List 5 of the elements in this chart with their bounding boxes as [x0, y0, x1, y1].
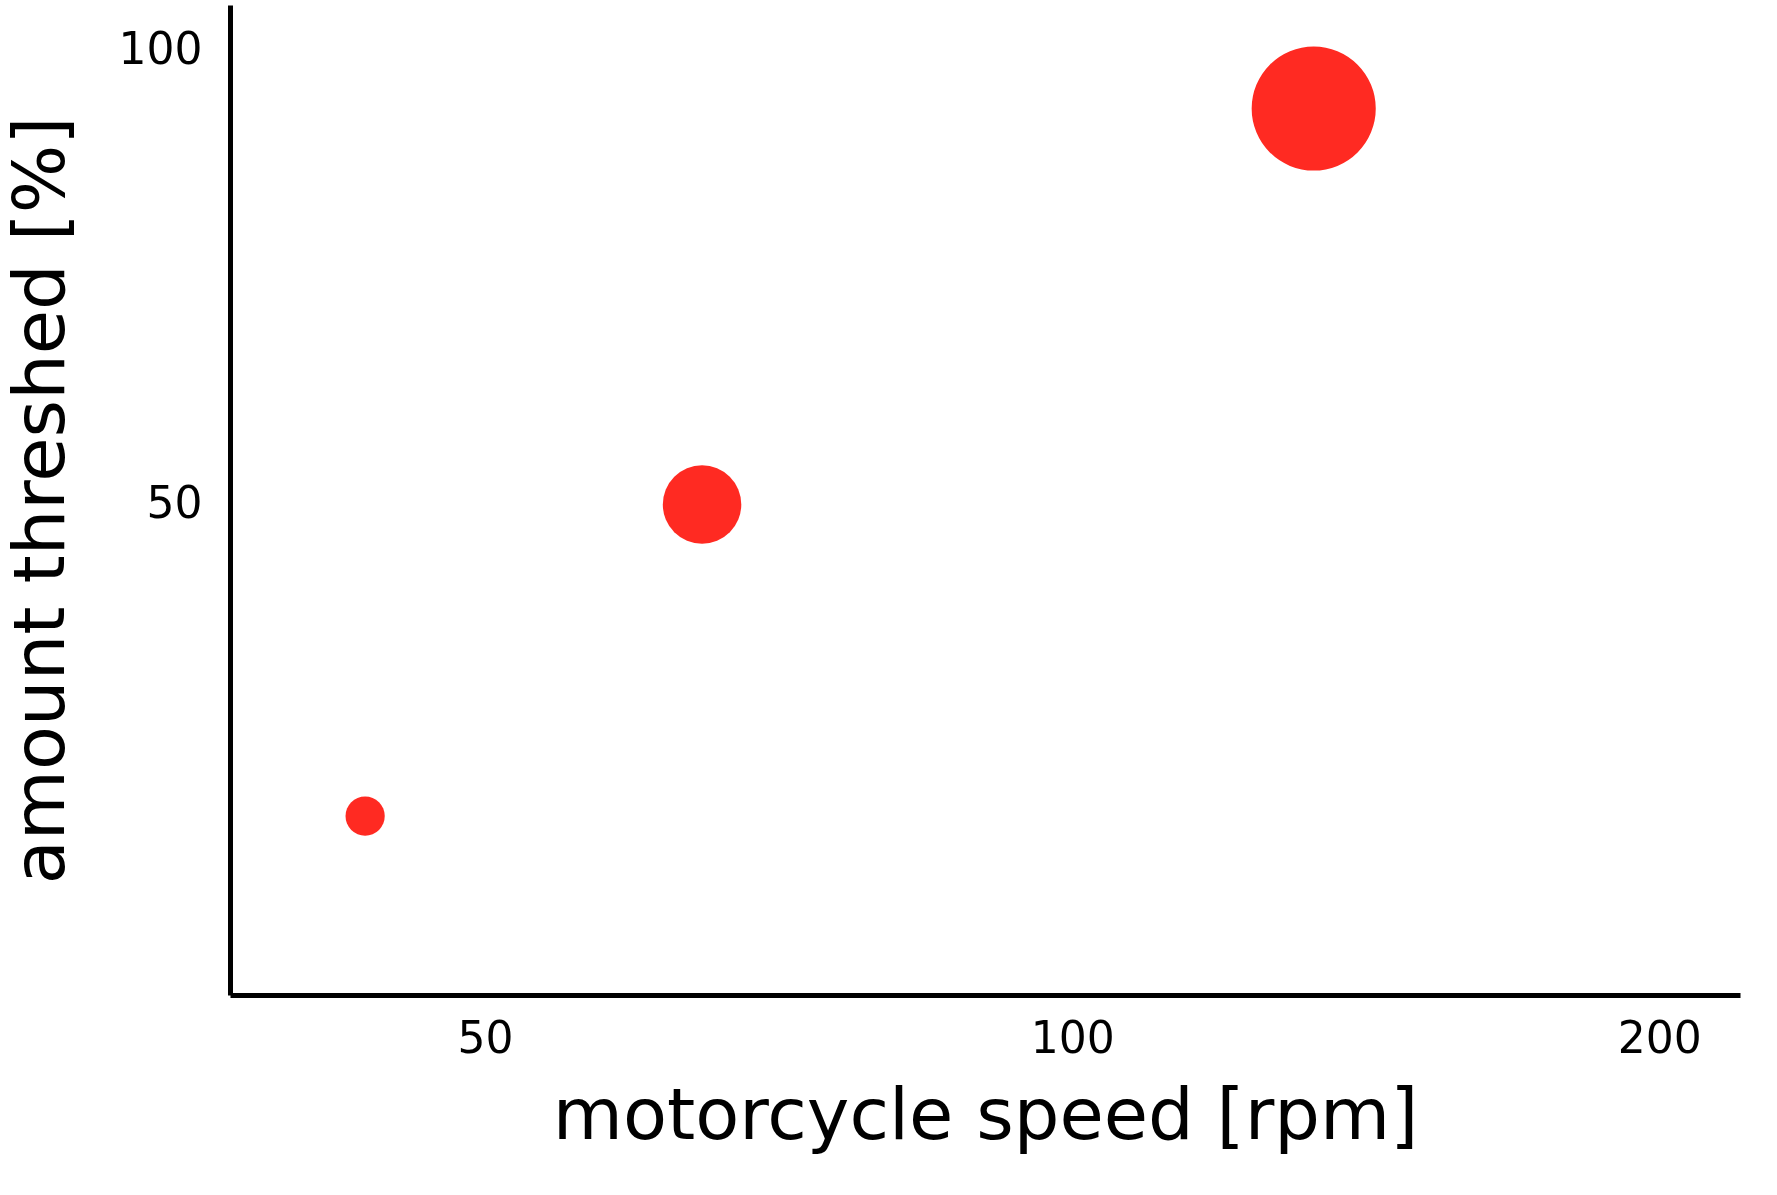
x-tick-label: 50 — [457, 1011, 514, 1063]
y-axis-title: amount threshed [%] — [0, 116, 81, 885]
x-tick-label: 100 — [1030, 1011, 1115, 1063]
x-tick-label: 200 — [1617, 1011, 1702, 1063]
x-axis-title: motorcycle speed [rpm] — [552, 1071, 1419, 1156]
